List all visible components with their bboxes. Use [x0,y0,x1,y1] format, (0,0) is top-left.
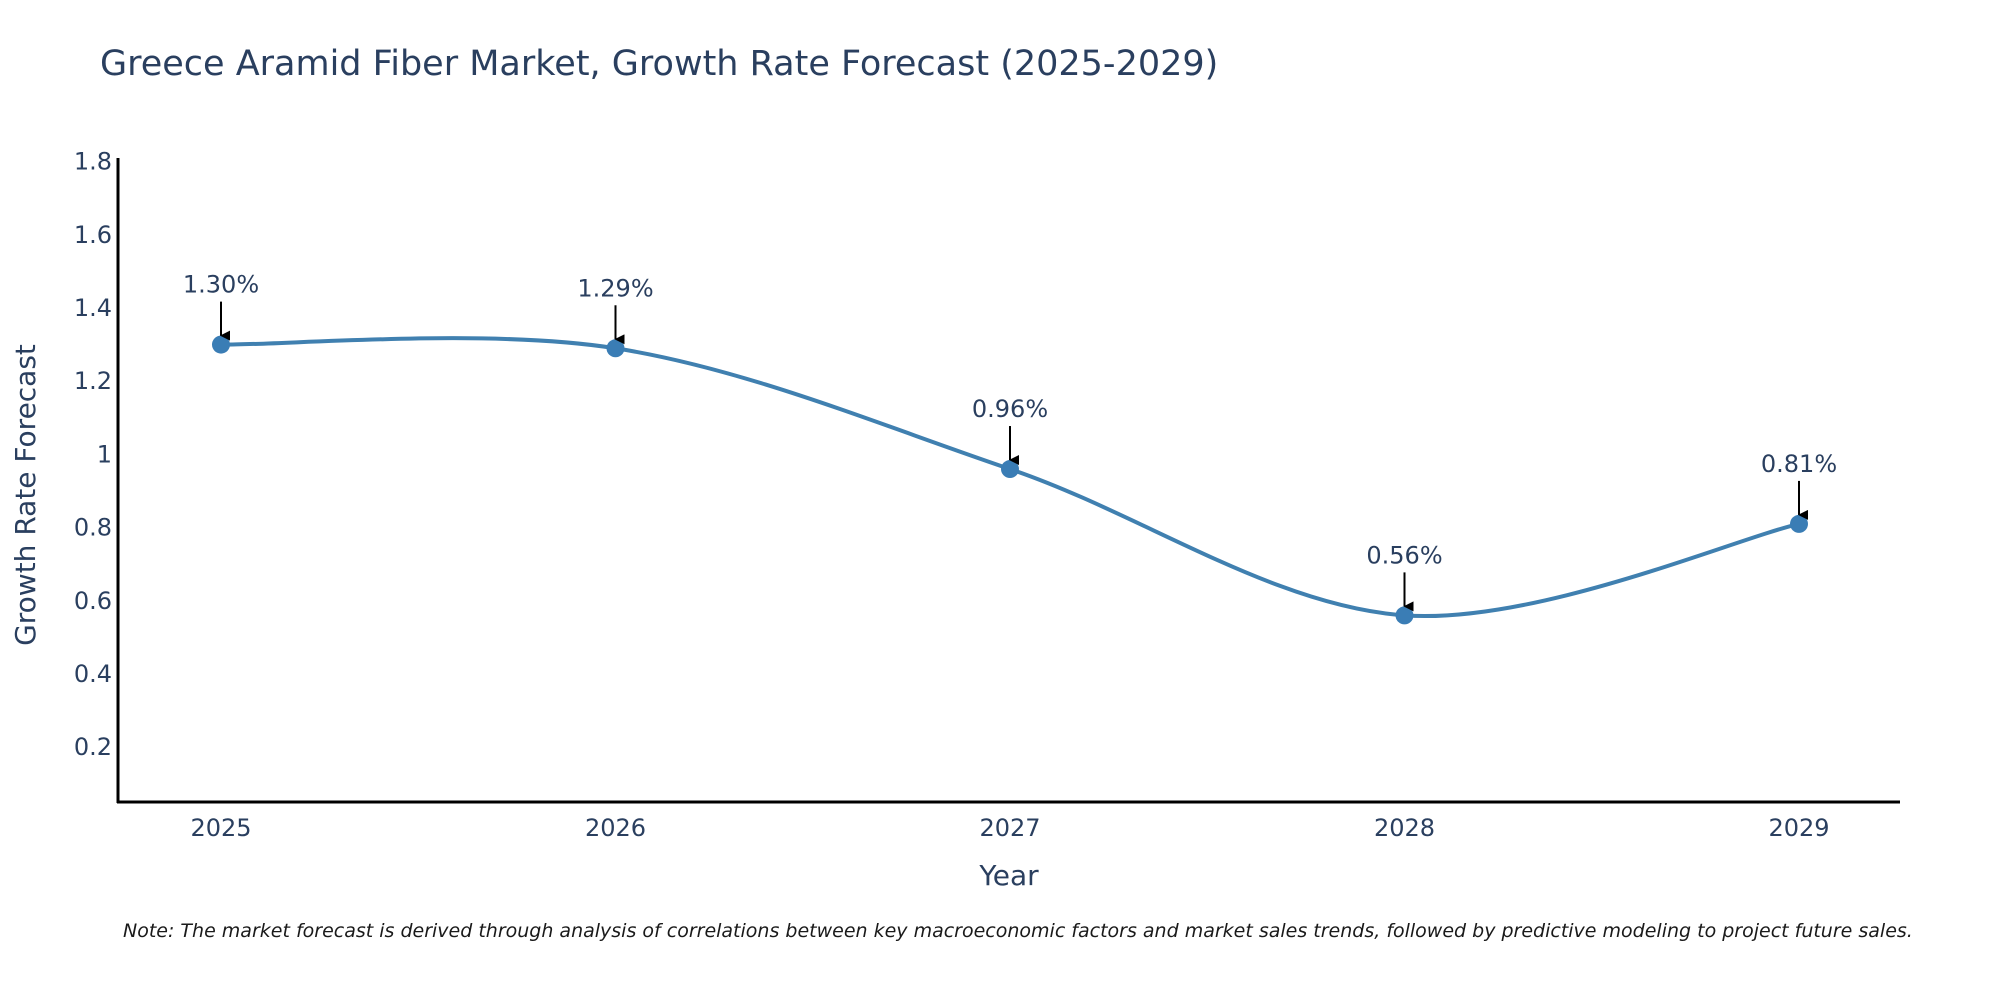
y-tick-label: 0.2 [74,733,112,761]
x-tick-label: 2027 [979,814,1040,842]
y-tick-label: 1 [97,440,112,468]
data-label: 1.29% [577,274,653,302]
x-tick-label: 2026 [585,814,646,842]
y-tick-label: 0.8 [74,514,112,542]
data-point [1790,514,1808,533]
y-tick-label: 0.4 [74,660,112,688]
y-tick-label: 1.6 [74,221,112,249]
y-axis-title: Growth Rate Forecast [9,344,42,646]
x-axis-title: Year [978,859,1039,892]
x-tick-label: 2028 [1374,814,1435,842]
data-point [1001,460,1019,479]
data-label: 0.56% [1366,541,1442,569]
data-label: 0.96% [972,395,1048,423]
chart-title: Greece Aramid Fiber Market, Growth Rate … [100,44,1219,84]
y-tick-label: 1.4 [74,294,112,322]
y-tick-label: 1.2 [74,367,112,395]
chart-note: Note: The market forecast is derived thr… [123,920,1913,942]
x-tick-label: 2025 [190,814,251,842]
data-point [1395,606,1414,625]
data-label: 1.30% [183,271,259,299]
data-label: 0.81% [1761,450,1837,478]
x-tick-label: 2029 [1768,814,1829,842]
data-point [606,339,625,358]
y-tick-label: 0.6 [74,587,112,615]
data-point [212,335,230,354]
y-tick-label: 1.8 [74,148,112,176]
